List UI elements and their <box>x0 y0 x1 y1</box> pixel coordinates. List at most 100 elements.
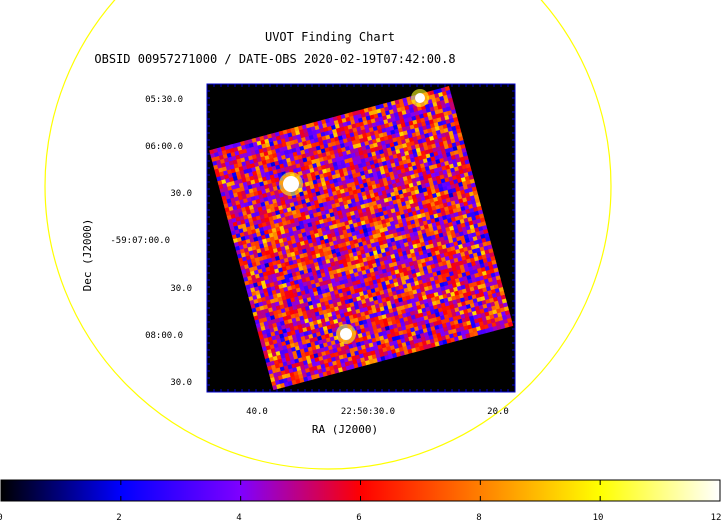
heatmap-cell <box>331 249 337 255</box>
heatmap-cell <box>403 241 410 248</box>
heatmap-cell <box>373 113 379 119</box>
heatmap-cell <box>425 120 431 126</box>
heatmap-cell <box>471 323 477 329</box>
heatmap-cell <box>307 160 313 166</box>
heatmap-cell <box>393 141 399 147</box>
heatmap-cell <box>498 316 504 322</box>
heatmap-cell <box>314 232 320 239</box>
heatmap-cell <box>418 250 424 256</box>
heatmap-cell <box>498 303 505 309</box>
heatmap-cell <box>395 256 401 262</box>
heatmap-cell <box>495 320 501 327</box>
heatmap-cell <box>383 152 390 158</box>
heatmap-cell <box>259 152 265 158</box>
heatmap-cell <box>443 206 450 212</box>
heatmap-cell <box>247 151 253 157</box>
heatmap-cell <box>418 142 424 149</box>
heatmap-cell <box>380 107 386 113</box>
colorbar-tick-label: 8 <box>476 513 481 521</box>
heatmap-cell <box>308 226 314 232</box>
heatmap-cell <box>415 346 421 352</box>
heatmap-cell <box>364 297 371 304</box>
heatmap-cell <box>311 237 317 243</box>
heatmap-cell <box>254 224 260 230</box>
heatmap-cell <box>461 255 467 261</box>
heatmap-cell <box>423 162 430 168</box>
heatmap-cell <box>246 271 252 278</box>
heatmap-cell <box>402 267 408 273</box>
heatmap-cell <box>350 260 356 266</box>
heatmap-cell <box>251 154 258 160</box>
heatmap-cell <box>338 354 344 360</box>
heatmap-cell <box>279 287 285 294</box>
heatmap-cell <box>263 196 269 203</box>
heatmap-cell <box>308 259 315 265</box>
heatmap-cell <box>311 328 317 335</box>
heatmap-cell <box>250 258 257 264</box>
heatmap-cell <box>342 121 348 128</box>
heatmap-cell <box>317 136 323 142</box>
heatmap-cell <box>419 146 425 152</box>
heatmap-cell <box>430 94 436 100</box>
heatmap-cell <box>382 148 389 154</box>
heatmap-cell <box>394 190 400 196</box>
heatmap-cell <box>452 299 458 305</box>
heatmap-cell <box>244 218 250 224</box>
heatmap-cell <box>507 321 514 328</box>
heatmap-cell <box>393 265 399 271</box>
heatmap-cell <box>274 376 280 382</box>
heatmap-cell <box>379 198 386 204</box>
heatmap-cell <box>283 241 289 247</box>
heatmap-cell <box>373 129 380 136</box>
heatmap-cell <box>348 236 354 242</box>
heatmap-cell <box>243 139 250 146</box>
heatmap-cell <box>397 326 403 332</box>
heatmap-cell <box>271 256 277 263</box>
heatmap-cell <box>217 180 223 186</box>
heatmap-cell <box>432 118 439 124</box>
heatmap-cell <box>375 353 381 359</box>
heatmap-cell <box>412 136 418 142</box>
heatmap-cell <box>413 185 419 191</box>
heatmap-cell <box>449 304 455 310</box>
heatmap-cell <box>321 181 327 187</box>
heatmap-cell <box>462 321 468 327</box>
heatmap-cell <box>304 165 310 171</box>
heatmap-cell <box>441 136 448 142</box>
heatmap-cell <box>367 168 373 175</box>
heatmap-cell <box>283 195 289 201</box>
heatmap-cell <box>399 131 405 137</box>
heatmap-cell <box>349 210 356 217</box>
heatmap-cell <box>276 276 282 282</box>
heatmap-cell <box>444 301 450 307</box>
heatmap-cell <box>255 198 261 205</box>
heatmap-cell <box>314 294 320 301</box>
heatmap-cell <box>270 348 276 354</box>
heatmap-cell <box>378 269 384 275</box>
heatmap-cell <box>353 114 359 121</box>
heatmap-cell <box>241 268 247 275</box>
heatmap-cell <box>393 327 399 333</box>
heatmap-cell <box>466 212 472 219</box>
heatmap-cell <box>355 109 362 116</box>
heatmap-cell <box>335 343 341 349</box>
heatmap-cell <box>233 225 239 231</box>
heatmap-cell <box>289 371 295 378</box>
heatmap-cell <box>383 321 390 328</box>
heatmap-cell <box>290 297 296 303</box>
heatmap-cell <box>244 234 250 241</box>
heatmap-cell <box>295 349 302 355</box>
heatmap-cell <box>454 170 461 176</box>
heatmap-cell <box>316 331 322 338</box>
heatmap-cell <box>412 198 419 204</box>
heatmap-cell <box>459 264 465 270</box>
heatmap-cell <box>430 247 436 253</box>
heatmap-cell <box>372 155 378 161</box>
heatmap-cell <box>366 318 372 324</box>
heatmap-cell <box>301 323 307 329</box>
heatmap-cell <box>366 164 372 171</box>
heatmap-cell <box>394 116 401 122</box>
heatmap-cell <box>347 248 353 255</box>
heatmap-cell <box>367 197 373 204</box>
heatmap-cell <box>353 301 359 307</box>
